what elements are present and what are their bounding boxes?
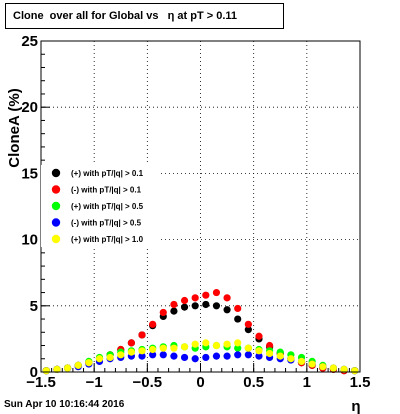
data-point xyxy=(159,351,167,359)
data-point xyxy=(276,352,284,360)
data-point xyxy=(106,353,114,362)
data-point xyxy=(191,355,199,363)
data-point xyxy=(202,339,210,347)
y-tick-label: 0 xyxy=(30,364,38,381)
data-point xyxy=(170,307,178,315)
y-tick-label: 25 xyxy=(21,33,38,50)
legend-label: (-) with pT/|q| > 0.5 xyxy=(71,219,142,228)
data-point xyxy=(244,320,252,328)
data-point xyxy=(255,347,263,355)
data-point xyxy=(180,353,189,362)
tick-labels: −1.5 −1 −0.5 0 0.5 1 1.5 0 5 10 15 20 25 xyxy=(21,33,370,391)
data-point xyxy=(212,302,221,310)
x-tick-label: −0.5 xyxy=(133,374,163,391)
data-point xyxy=(191,302,199,310)
legend-marker xyxy=(51,218,61,227)
data-point xyxy=(202,291,210,299)
x-tick-label: −1 xyxy=(86,374,103,391)
data-point xyxy=(127,339,135,347)
timestamp: Sun Apr 10 10:16:44 2016 xyxy=(4,399,125,410)
data-point xyxy=(191,340,199,348)
data-point xyxy=(212,288,221,297)
data-point xyxy=(223,294,231,302)
data-point xyxy=(159,344,167,352)
data-point xyxy=(180,303,189,311)
data-point xyxy=(223,306,231,314)
x-tick-label: 0 xyxy=(196,374,204,391)
data-point xyxy=(138,352,146,360)
data-point xyxy=(180,296,189,305)
data-point xyxy=(212,341,221,350)
data-point xyxy=(244,326,252,334)
chart-title: Clone over all for Global vs η at pT > 0… xyxy=(5,3,284,29)
y-tick-label: 10 xyxy=(21,232,38,249)
series-group xyxy=(42,339,359,375)
y-tick-label: 5 xyxy=(30,298,38,315)
data-point xyxy=(212,352,221,360)
legend-label: (+) with pT/|q| > 0.5 xyxy=(71,202,144,211)
legend-marker xyxy=(51,168,61,178)
data-point xyxy=(266,349,274,358)
data-point xyxy=(234,315,242,323)
data-point xyxy=(170,344,178,352)
data-point xyxy=(180,343,189,351)
legend-label: (+) with pT/|q| > 1.0 xyxy=(71,235,144,244)
data-point xyxy=(159,308,167,317)
data-point xyxy=(244,351,252,359)
y-tick-label: 15 xyxy=(21,165,38,182)
data-point xyxy=(117,351,125,359)
x-axis-title: η xyxy=(351,398,360,414)
x-tick-label: −1.5 xyxy=(26,374,56,391)
data-point xyxy=(170,300,178,309)
data-point xyxy=(234,339,242,347)
data-point xyxy=(53,365,61,373)
legend-label: (+) with pT/|q| > 0.1 xyxy=(71,169,144,178)
data-point xyxy=(149,320,157,328)
y-axis-title: CloneA (%) xyxy=(6,88,23,167)
data-point xyxy=(287,355,295,363)
legend: (+) with pT/|q| > 0.1 (-) with pT/|q| > 0… xyxy=(41,165,160,247)
data-point xyxy=(95,355,104,363)
legend-marker xyxy=(51,185,61,194)
data-point xyxy=(244,344,252,352)
data-point xyxy=(191,294,199,302)
data-point xyxy=(138,331,146,339)
data-point xyxy=(202,300,210,309)
data-point xyxy=(149,345,157,354)
data-point xyxy=(149,351,157,359)
data-point xyxy=(63,364,72,372)
data-point xyxy=(319,363,327,371)
x-tick-label: 0.5 xyxy=(243,374,264,391)
data-point xyxy=(297,357,306,366)
data-point xyxy=(202,353,210,362)
data-point xyxy=(234,351,242,359)
legend-marker xyxy=(51,201,61,211)
data-point xyxy=(170,352,178,360)
data-point xyxy=(223,340,231,348)
data-point xyxy=(74,361,82,369)
legend-box xyxy=(41,165,160,247)
data-point xyxy=(234,304,242,313)
data-point xyxy=(255,352,263,360)
y-tick-label: 20 xyxy=(21,99,38,116)
data-point xyxy=(329,364,338,372)
data-point xyxy=(234,344,242,352)
legend-label: (-) with pT/|q| > 0.1 xyxy=(71,186,142,195)
data-point xyxy=(308,360,316,368)
data-point xyxy=(85,359,93,367)
x-tick-label: 1 xyxy=(303,374,311,391)
legend-marker xyxy=(51,234,61,244)
data-point xyxy=(223,352,231,360)
data-point xyxy=(138,347,146,355)
x-tick-label: 1.5 xyxy=(350,374,371,391)
data-point xyxy=(266,341,274,350)
data-point xyxy=(255,332,263,340)
data-series xyxy=(42,288,359,375)
data-point xyxy=(127,348,135,356)
data-point xyxy=(340,365,348,373)
